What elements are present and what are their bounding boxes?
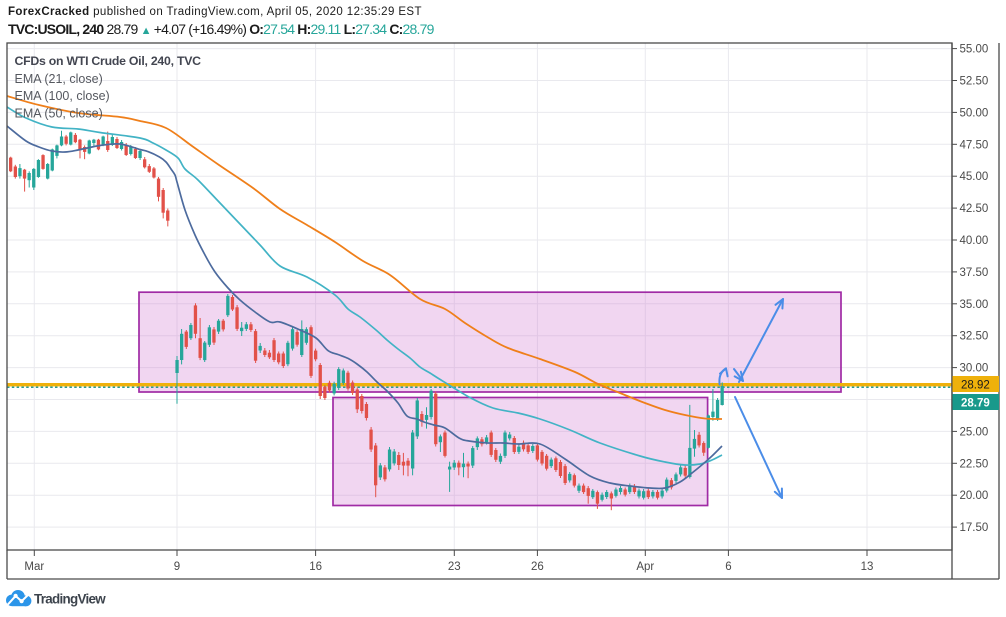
svg-text:40.00: 40.00 <box>960 235 989 247</box>
svg-text:37.50: 37.50 <box>960 267 989 279</box>
svg-text:25.00: 25.00 <box>960 426 989 438</box>
svg-text:20.00: 20.00 <box>960 490 989 502</box>
svg-text:42.50: 42.50 <box>960 203 989 215</box>
svg-text:6: 6 <box>725 561 731 573</box>
svg-text:13: 13 <box>861 561 874 573</box>
svg-text:TVC:USOIL, 240 28.79 ▲ +4.07 (: TVC:USOIL, 240 28.79 ▲ +4.07 (+16.49%) O… <box>8 21 435 37</box>
svg-text:45.00: 45.00 <box>960 171 989 183</box>
svg-text:EMA (21, close): EMA (21, close) <box>15 72 103 86</box>
svg-text:35.00: 35.00 <box>960 299 989 311</box>
svg-text:23: 23 <box>448 561 461 573</box>
svg-text:Mar: Mar <box>24 561 44 573</box>
svg-text:EMA (50, close): EMA (50, close) <box>15 107 103 121</box>
svg-text:32.50: 32.50 <box>960 331 989 343</box>
svg-text:TradingView: TradingView <box>34 592 106 607</box>
svg-text:ForexCracked published on Trad: ForexCracked published on TradingView.co… <box>8 6 422 18</box>
svg-text:30.00: 30.00 <box>960 363 989 375</box>
svg-text:CFDs on WTI Crude Oil, 240, TV: CFDs on WTI Crude Oil, 240, TVC <box>15 54 202 68</box>
svg-text:50.00: 50.00 <box>960 107 989 119</box>
svg-text:9: 9 <box>174 561 180 573</box>
svg-text:EMA (100, close): EMA (100, close) <box>15 89 110 103</box>
svg-text:47.50: 47.50 <box>960 139 989 151</box>
svg-text:16: 16 <box>309 561 322 573</box>
svg-text:Apr: Apr <box>636 561 654 573</box>
svg-text:28.79: 28.79 <box>961 398 990 410</box>
svg-text:17.50: 17.50 <box>960 522 989 534</box>
svg-text:22.50: 22.50 <box>960 458 989 470</box>
svg-text:55.00: 55.00 <box>960 44 989 56</box>
svg-text:52.50: 52.50 <box>960 76 989 88</box>
svg-text:26: 26 <box>531 561 544 573</box>
svg-text:28.92: 28.92 <box>961 380 990 392</box>
